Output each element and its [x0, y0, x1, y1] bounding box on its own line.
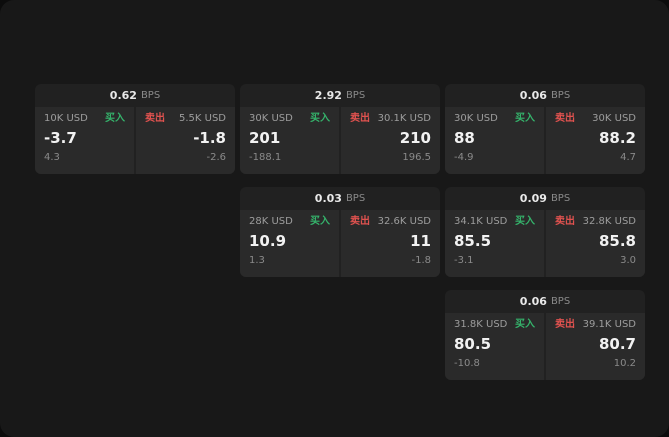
sell-amount: 5.5K USD	[178, 113, 226, 124]
sell-price: 85.8	[598, 232, 636, 250]
sell-price: 11	[410, 232, 431, 250]
quote-panels: 28K USD 买入 10.9 1.3 卖出 32.6K USD 11 -1.8	[240, 210, 440, 277]
buy-sub-value: -188.1	[249, 152, 282, 163]
buy-side-label: 买入	[310, 216, 330, 227]
sell-sub-value: 3.0	[620, 255, 636, 266]
buy-panel[interactable]: 10K USD 买入 -3.7 4.3	[35, 107, 134, 174]
buy-price: 88	[454, 129, 475, 147]
buy-sub-value: -4.9	[454, 152, 474, 163]
sell-panel[interactable]: 卖出 30.1K USD 210 196.5	[341, 107, 440, 174]
buy-price: 10.9	[249, 232, 287, 250]
buy-panel[interactable]: 31.8K USD 买入 80.5 -10.8	[445, 313, 544, 380]
quote-card-5: 0.09 BPS 34.1K USD 买入 85.5 -3.1 卖出 32.8K…	[445, 187, 645, 277]
buy-price: 80.5	[454, 335, 492, 353]
sell-sub-value: 4.7	[620, 152, 636, 163]
sell-panel[interactable]: 卖出 30K USD 88.2 4.7	[546, 107, 645, 174]
sell-sub-value: -1.8	[411, 255, 431, 266]
sell-sub-value: -2.6	[206, 152, 226, 163]
buy-sub-value: 1.3	[249, 255, 265, 266]
buy-side-label: 买入	[310, 113, 330, 124]
buy-panel[interactable]: 30K USD 买入 201 -188.1	[240, 107, 339, 174]
quote-panels: 30K USD 买入 88 -4.9 卖出 30K USD 88.2 4.7	[445, 107, 645, 174]
sell-price: -1.8	[193, 129, 226, 147]
quote-panels: 31.8K USD 买入 80.5 -10.8 卖出 39.1K USD 80.…	[445, 313, 645, 380]
spread-value: 0.62	[109, 89, 137, 102]
sell-amount: 30.1K USD	[377, 113, 431, 124]
buy-side-label: 买入	[515, 113, 535, 124]
buy-price: 85.5	[454, 232, 492, 250]
buy-amount: 30K USD	[454, 113, 498, 124]
buy-price: -3.7	[44, 129, 77, 147]
sell-side-label: 卖出	[555, 319, 575, 330]
spread-unit-label: BPS	[550, 193, 571, 204]
sell-sub-value: 10.2	[613, 358, 636, 369]
spread-unit-label: BPS	[140, 90, 161, 101]
spread-unit-label: BPS	[345, 90, 366, 101]
quote-panels: 34.1K USD 买入 85.5 -3.1 卖出 32.8K USD 85.8…	[445, 210, 645, 277]
buy-amount: 28K USD	[249, 216, 293, 227]
buy-panel[interactable]: 28K USD 买入 10.9 1.3	[240, 210, 339, 277]
buy-amount: 31.8K USD	[454, 319, 508, 330]
buy-sub-value: 4.3	[44, 152, 60, 163]
spread-value: 0.06	[519, 89, 547, 102]
sell-panel[interactable]: 卖出 32.6K USD 11 -1.8	[341, 210, 440, 277]
spread-unit-label: BPS	[550, 90, 571, 101]
spread-header: 2.92 BPS	[240, 84, 440, 107]
buy-side-label: 买入	[515, 216, 535, 227]
quote-cards-grid: 0.62 BPS 10K USD 买入 -3.7 4.3 卖出 5.5K USD	[35, 84, 645, 380]
sell-panel[interactable]: 卖出 5.5K USD -1.8 -2.6	[136, 107, 235, 174]
sell-amount: 30K USD	[592, 113, 636, 124]
sell-side-label: 卖出	[350, 113, 370, 124]
quote-card-4: 0.03 BPS 28K USD 买入 10.9 1.3 卖出 32.6K US…	[240, 187, 440, 277]
quote-panels: 30K USD 买入 201 -188.1 卖出 30.1K USD 210 1…	[240, 107, 440, 174]
buy-side-label: 买入	[515, 319, 535, 330]
sell-price: 80.7	[598, 335, 636, 353]
buy-price: 201	[249, 129, 281, 147]
sell-price: 88.2	[598, 129, 636, 147]
buy-panel[interactable]: 30K USD 买入 88 -4.9	[445, 107, 544, 174]
sell-side-label: 卖出	[555, 113, 575, 124]
spread-value: 0.09	[519, 192, 547, 205]
quote-card-6: 0.06 BPS 31.8K USD 买入 80.5 -10.8 卖出 39.1…	[445, 290, 645, 380]
sell-amount: 32.8K USD	[582, 216, 636, 227]
spread-unit-label: BPS	[345, 193, 366, 204]
buy-amount: 30K USD	[249, 113, 293, 124]
sell-panel[interactable]: 卖出 39.1K USD 80.7 10.2	[546, 313, 645, 380]
buy-amount: 34.1K USD	[454, 216, 508, 227]
spread-header: 0.06 BPS	[445, 84, 645, 107]
buy-side-label: 买入	[105, 113, 125, 124]
buy-sub-value: -3.1	[454, 255, 474, 266]
quote-card-3: 0.06 BPS 30K USD 买入 88 -4.9 卖出 30K USD	[445, 84, 645, 174]
spread-value: 0.06	[519, 295, 547, 308]
sell-amount: 39.1K USD	[582, 319, 636, 330]
sell-side-label: 卖出	[350, 216, 370, 227]
buy-sub-value: -10.8	[454, 358, 480, 369]
spread-value: 2.92	[314, 89, 342, 102]
spread-header: 0.06 BPS	[445, 290, 645, 313]
quote-card-2: 2.92 BPS 30K USD 买入 201 -188.1 卖出 30.1K …	[240, 84, 440, 174]
sell-amount: 32.6K USD	[377, 216, 431, 227]
quote-card-1: 0.62 BPS 10K USD 买入 -3.7 4.3 卖出 5.5K USD	[35, 84, 235, 174]
sell-panel[interactable]: 卖出 32.8K USD 85.8 3.0	[546, 210, 645, 277]
buy-panel[interactable]: 34.1K USD 买入 85.5 -3.1	[445, 210, 544, 277]
spread-unit-label: BPS	[550, 296, 571, 307]
spread-header: 0.62 BPS	[35, 84, 235, 107]
sell-side-label: 卖出	[145, 113, 165, 124]
buy-amount: 10K USD	[44, 113, 88, 124]
sell-price: 210	[399, 129, 431, 147]
sell-side-label: 卖出	[555, 216, 575, 227]
spread-value: 0.03	[314, 192, 342, 205]
sell-sub-value: 196.5	[402, 152, 431, 163]
quote-panels: 10K USD 买入 -3.7 4.3 卖出 5.5K USD -1.8 -2.…	[35, 107, 235, 174]
spread-header: 0.03 BPS	[240, 187, 440, 210]
spread-header: 0.09 BPS	[445, 187, 645, 210]
